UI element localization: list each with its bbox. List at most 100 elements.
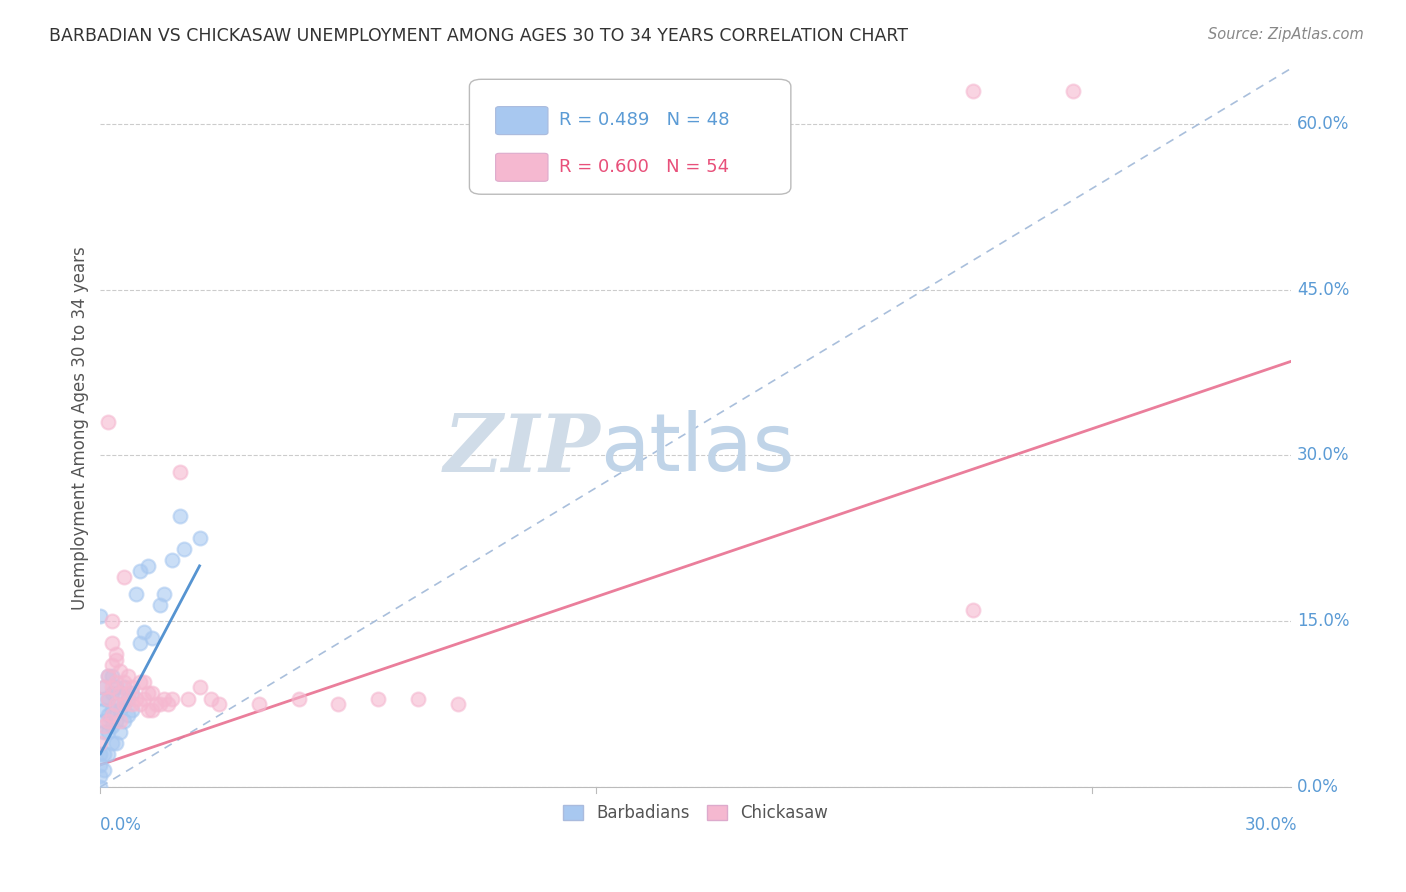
Point	[169, 509, 191, 524]
Point	[97, 724, 120, 739]
Point	[112, 714, 135, 728]
Point	[156, 697, 179, 711]
Point	[108, 664, 131, 678]
Point	[97, 669, 120, 683]
Point	[136, 558, 159, 573]
Point	[117, 669, 139, 683]
Point	[101, 669, 124, 683]
Point	[101, 614, 124, 628]
Point	[97, 708, 120, 723]
Point	[112, 697, 135, 711]
Point	[132, 674, 155, 689]
Point	[105, 736, 128, 750]
Point	[160, 691, 183, 706]
Point	[136, 686, 159, 700]
Point	[406, 691, 429, 706]
Point	[93, 747, 115, 761]
Point	[105, 697, 128, 711]
Text: ZIP: ZIP	[443, 410, 600, 488]
Point	[97, 691, 120, 706]
Point	[141, 631, 163, 645]
Point	[93, 724, 115, 739]
Point	[112, 674, 135, 689]
Point	[129, 697, 152, 711]
Point	[188, 531, 211, 545]
Point	[1062, 84, 1084, 98]
Point	[105, 674, 128, 689]
Point	[247, 697, 270, 711]
Point	[141, 702, 163, 716]
Point	[121, 697, 143, 711]
Point	[112, 681, 135, 695]
Point	[176, 691, 198, 706]
Text: 30.0%: 30.0%	[1244, 815, 1296, 834]
Point	[446, 697, 468, 711]
Point	[108, 724, 131, 739]
Point	[93, 702, 115, 716]
FancyBboxPatch shape	[495, 107, 548, 135]
Point	[136, 702, 159, 716]
Point	[121, 681, 143, 695]
Point	[132, 691, 155, 706]
Y-axis label: Unemployment Among Ages 30 to 34 years: Unemployment Among Ages 30 to 34 years	[72, 246, 89, 609]
FancyBboxPatch shape	[470, 79, 790, 194]
Point	[89, 736, 111, 750]
Point	[149, 598, 172, 612]
Point	[129, 565, 152, 579]
Point	[89, 780, 111, 794]
Point	[169, 465, 191, 479]
Point	[112, 697, 135, 711]
Point	[105, 653, 128, 667]
Point	[121, 686, 143, 700]
Point	[108, 714, 131, 728]
Point	[93, 681, 115, 695]
Point	[117, 686, 139, 700]
Point	[97, 669, 120, 683]
Point	[89, 769, 111, 783]
Point	[93, 691, 115, 706]
Point	[93, 714, 115, 728]
Point	[129, 636, 152, 650]
Point	[97, 691, 120, 706]
FancyBboxPatch shape	[495, 153, 548, 181]
Text: R = 0.600   N = 54: R = 0.600 N = 54	[558, 158, 728, 176]
Point	[108, 686, 131, 700]
Point	[117, 708, 139, 723]
Point	[962, 603, 984, 617]
Point	[121, 702, 143, 716]
Point	[105, 681, 128, 695]
Point	[97, 415, 120, 429]
Point	[101, 736, 124, 750]
Point	[153, 691, 176, 706]
Text: 15.0%: 15.0%	[1296, 612, 1350, 630]
Point	[132, 625, 155, 640]
Text: R = 0.489   N = 48: R = 0.489 N = 48	[558, 112, 730, 129]
Point	[105, 714, 128, 728]
Point	[101, 636, 124, 650]
Point	[93, 719, 115, 733]
Point	[328, 697, 350, 711]
Point	[101, 681, 124, 695]
Text: 45.0%: 45.0%	[1296, 281, 1350, 299]
Point	[108, 702, 131, 716]
Point	[367, 691, 389, 706]
Text: atlas: atlas	[600, 410, 794, 488]
Point	[160, 553, 183, 567]
Legend: Barbadians, Chickasaw: Barbadians, Chickasaw	[557, 797, 835, 829]
Point	[105, 648, 128, 662]
Point	[200, 691, 222, 706]
Point	[125, 586, 148, 600]
Text: Source: ZipAtlas.com: Source: ZipAtlas.com	[1208, 27, 1364, 42]
Point	[101, 702, 124, 716]
Text: 30.0%: 30.0%	[1296, 446, 1350, 465]
Point	[89, 608, 111, 623]
Point	[117, 691, 139, 706]
Point	[141, 686, 163, 700]
Point	[101, 708, 124, 723]
Point	[145, 697, 167, 711]
Point	[125, 691, 148, 706]
Text: 0.0%: 0.0%	[1296, 778, 1339, 796]
Point	[188, 681, 211, 695]
Point	[97, 714, 120, 728]
Point	[97, 747, 120, 761]
